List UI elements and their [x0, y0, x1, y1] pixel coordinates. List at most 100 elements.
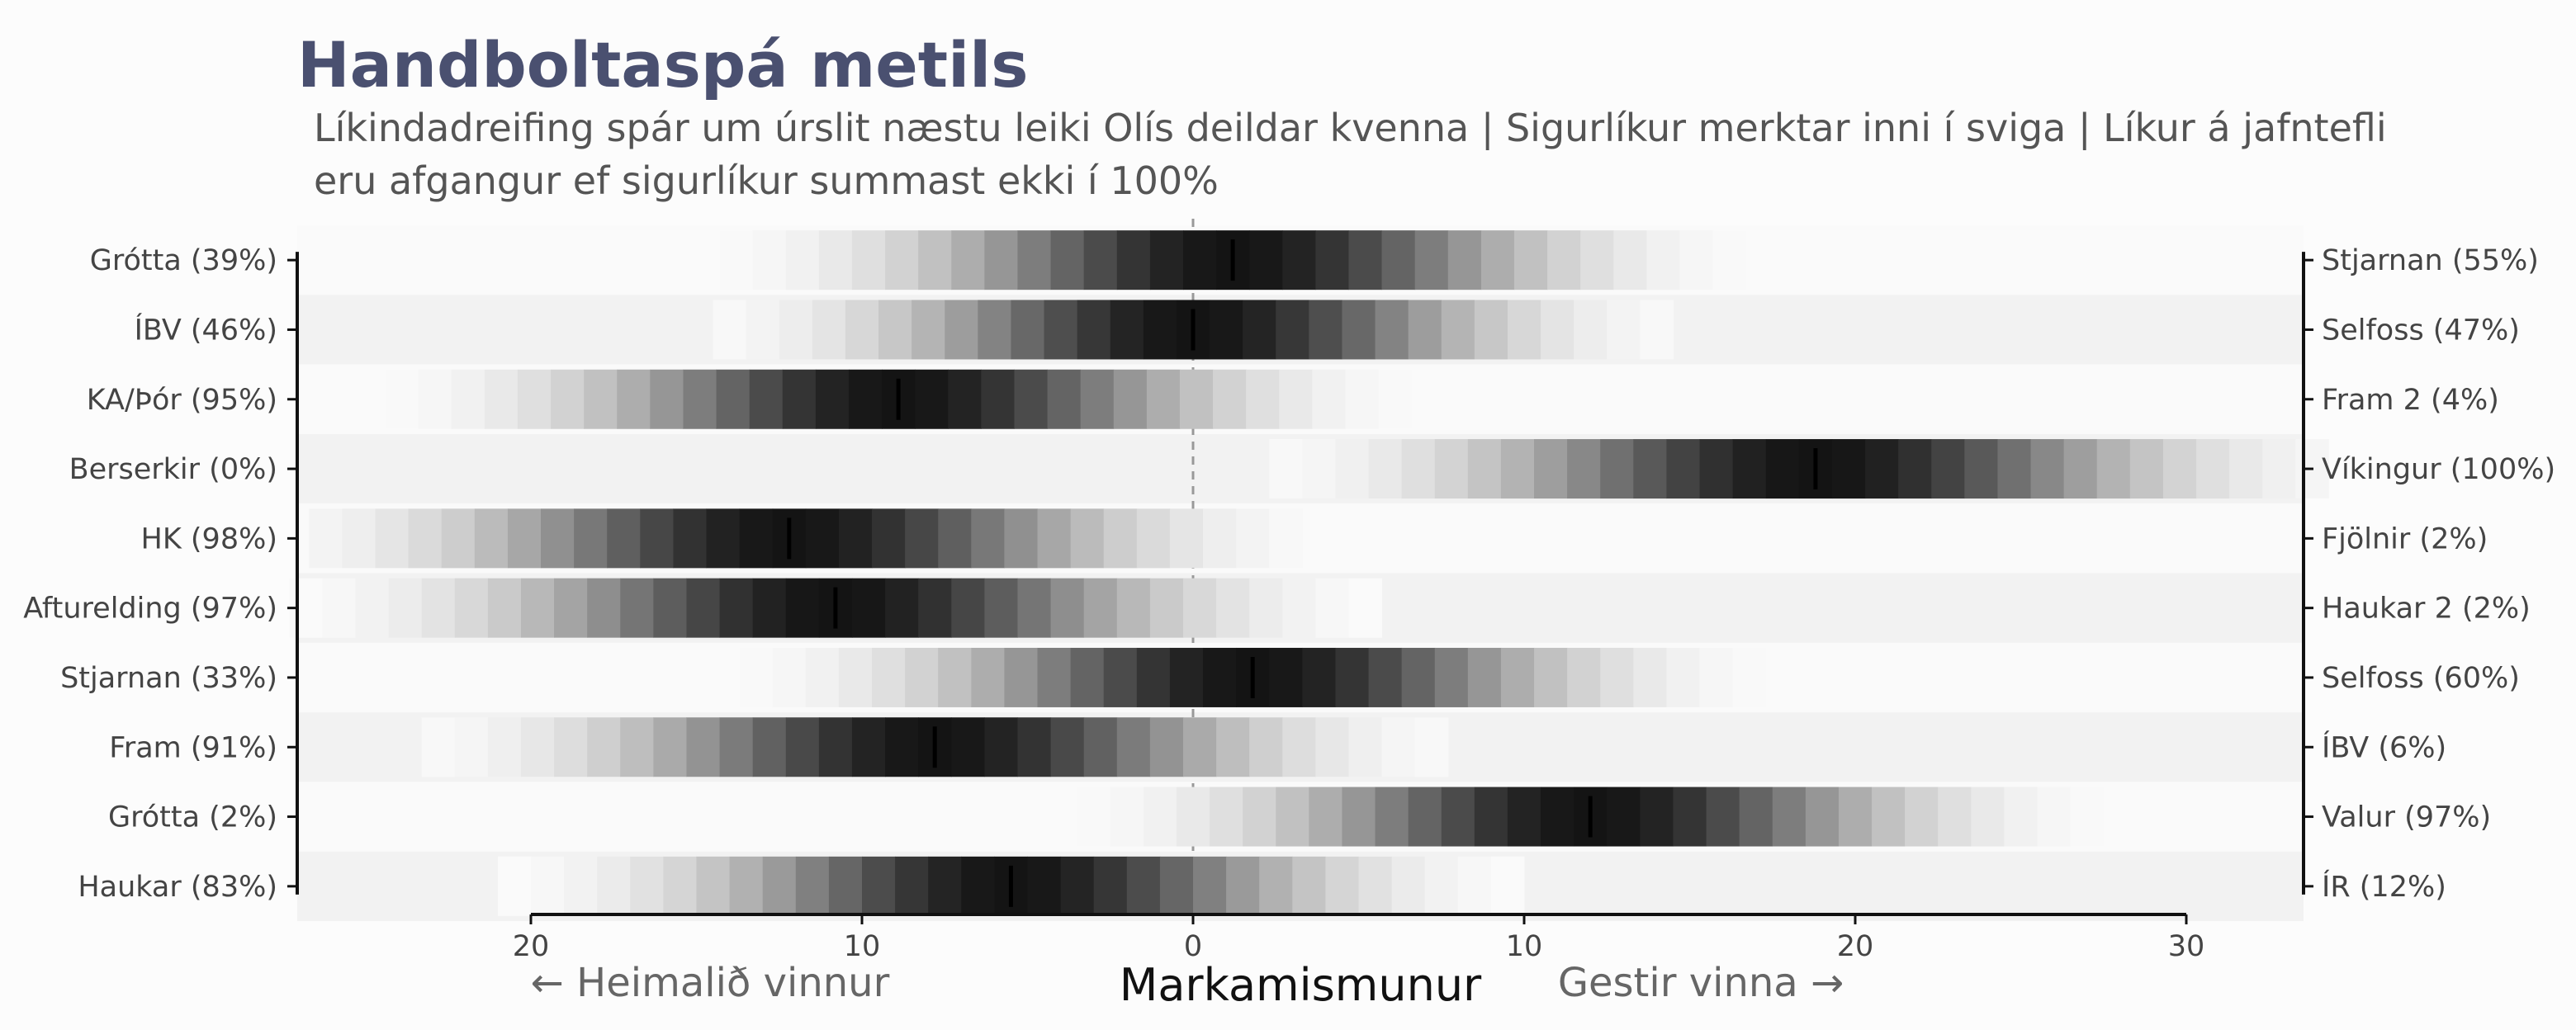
distribution-cell [1312, 369, 1346, 429]
distribution-cell [706, 508, 741, 569]
distribution-cell [915, 369, 949, 429]
distribution-cell [772, 647, 807, 707]
distribution-cell [640, 508, 674, 569]
distribution-cell [1182, 717, 1217, 777]
distribution-cell [309, 508, 343, 569]
distribution-cell [1044, 300, 1078, 360]
distribution-cell [752, 578, 787, 638]
distribution-cell [587, 717, 621, 777]
distribution-cell [1143, 300, 1177, 360]
distribution-cell [696, 856, 731, 916]
distribution-cell [454, 717, 489, 777]
distribution-cell [885, 717, 919, 777]
distribution-cell [918, 230, 952, 291]
distribution-cell [1203, 508, 1237, 569]
distribution-cell [1004, 647, 1039, 707]
distribution-cell [2070, 787, 2105, 847]
distribution-cell [597, 856, 631, 916]
distribution-cell [1633, 647, 1667, 707]
distribution-cell [2037, 787, 2072, 847]
distribution-cell [2063, 439, 2098, 499]
home-wins-label: ← Heimalið vinnur [531, 960, 890, 1006]
distribution-cell [1193, 856, 1227, 916]
distribution-cell [1050, 717, 1085, 777]
distribution-cell [1534, 647, 1568, 707]
distribution-cell [1457, 856, 1492, 916]
distribution-cell [1706, 787, 1740, 847]
distribution-cell [1838, 787, 1873, 847]
distribution-cell [716, 369, 751, 429]
distribution-cell [746, 300, 780, 360]
distribution-cell [951, 717, 985, 777]
distribution-cell [451, 369, 485, 429]
distribution-cell [1110, 300, 1144, 360]
distribution-cell [1640, 787, 1674, 847]
distribution-cell [1375, 300, 1409, 360]
distribution-cell [1467, 647, 1502, 707]
away-team-label: Haukar 2 (2%) [2322, 593, 2531, 626]
distribution-cell [1732, 439, 1767, 499]
distribution-cell [554, 578, 588, 638]
distribution-cell [1699, 647, 1734, 707]
away-team-label: Stjarnan (55%) [2322, 244, 2539, 277]
distribution-cell [1149, 717, 1184, 777]
away-team-label: ÍBV (6%) [2322, 730, 2446, 764]
distribution-cell [1169, 647, 1204, 707]
distribution-cell [1712, 230, 1747, 291]
distribution-cell [938, 647, 972, 707]
distribution-cell [1905, 787, 1939, 847]
distribution-cell [1772, 787, 1807, 847]
distribution-cell [653, 578, 687, 638]
distribution-cell [818, 230, 853, 291]
distribution-cell [1243, 787, 1276, 847]
distribution-cell [1136, 508, 1171, 569]
distribution-cell [541, 508, 575, 569]
distribution-cell [2262, 439, 2296, 499]
distribution-cell [1182, 578, 1217, 638]
distribution-cell [418, 369, 452, 429]
distribution-cell [752, 230, 787, 291]
distribution-cell [1646, 230, 1680, 291]
distribution-cell [1216, 578, 1250, 638]
distribution-cell [630, 856, 664, 916]
distribution-cell [1500, 647, 1535, 707]
distribution-cell [1249, 717, 1283, 777]
distribution-cell [729, 856, 764, 916]
distribution-cell [1027, 856, 1062, 916]
distribution-cell [1216, 717, 1250, 777]
distribution-cell [2129, 439, 2164, 499]
distribution-cell [1500, 439, 1535, 499]
distribution-cell [851, 717, 886, 777]
distribution-cell [1315, 717, 1349, 777]
distribution-cell [1480, 230, 1515, 291]
distribution-cell [454, 578, 489, 638]
distribution-cell [574, 508, 608, 569]
distribution-cell [1070, 508, 1105, 569]
distribution-cell [984, 230, 1018, 291]
away-team-label: Valur (97%) [2322, 801, 2491, 834]
x-tick-label: 10 [844, 930, 881, 963]
distribution-cell [1070, 647, 1105, 707]
distribution-cell [1434, 439, 1469, 499]
distribution-cell [1017, 578, 1052, 638]
distribution-cell [1282, 230, 1316, 291]
distribution-cell [584, 369, 618, 429]
distribution-cell [1358, 856, 1393, 916]
distribution-cell [1490, 856, 1525, 916]
distribution-cell [487, 717, 522, 777]
home-team-label: HK (98%) [141, 522, 278, 555]
distribution-cell [1474, 300, 1508, 360]
distribution-cell [872, 647, 906, 707]
distribution-cell [1060, 856, 1095, 916]
distribution-cell [805, 508, 840, 569]
distribution-cell [838, 647, 873, 707]
chart-subtitle-line-1: Líkindadreifing spár um úrslit næstu lei… [314, 106, 2387, 150]
distribution-cell [663, 856, 697, 916]
distribution-cell [1381, 717, 1416, 777]
distribution-cell [905, 508, 939, 569]
distribution-cell [848, 369, 883, 429]
home-team-label: Grótta (39%) [90, 244, 277, 277]
distribution-cell [795, 856, 830, 916]
distribution-cell [2162, 439, 2197, 499]
distribution-cell [1513, 230, 1548, 291]
